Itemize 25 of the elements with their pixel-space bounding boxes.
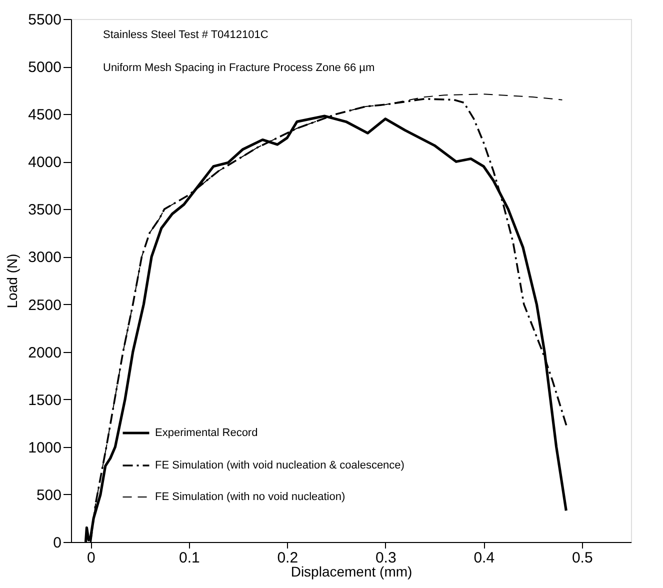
y-tick-label: 4500: [28, 106, 62, 124]
y-tick-label: 3000: [28, 249, 62, 266]
annotation: Stainless Steel Test # T0412101C: [103, 29, 268, 41]
y-tick-label: 4000: [28, 154, 62, 172]
x-axis-title: Displacement (mm): [290, 564, 412, 580]
y-tick-label: 500: [36, 486, 62, 504]
annotation: Uniform Mesh Spacing in Fracture Process Zone 66 µm: [103, 62, 375, 74]
y-tick-label: 2000: [28, 344, 62, 362]
x-tick-label: 0.4: [474, 550, 495, 566]
y-tick-label: 1000: [28, 439, 62, 456]
x-tick-label: 0.5: [572, 550, 593, 566]
x-tick-label: 0.2: [277, 550, 298, 566]
legend-label: FE Simulation (with no void nucleation): [155, 491, 346, 503]
y-tick-label: 5500: [28, 12, 62, 28]
x-tick-label: 0: [86, 550, 96, 566]
x-tick-label: 0.3: [375, 550, 396, 566]
legend-label: Experimental Record: [155, 427, 258, 439]
y-tick-label: 2500: [28, 296, 62, 314]
y-tick-label: 0: [53, 534, 62, 552]
y-axis-title: Load (N): [4, 254, 20, 308]
legend-label: FE Simulation (with void nucleation & coalescence): [155, 460, 404, 472]
y-tick-label: 3500: [28, 202, 62, 219]
x-tick-label: 0.1: [178, 550, 200, 566]
y-tick-label: 5000: [28, 59, 62, 76]
y-tick-label: 1500: [28, 392, 62, 409]
